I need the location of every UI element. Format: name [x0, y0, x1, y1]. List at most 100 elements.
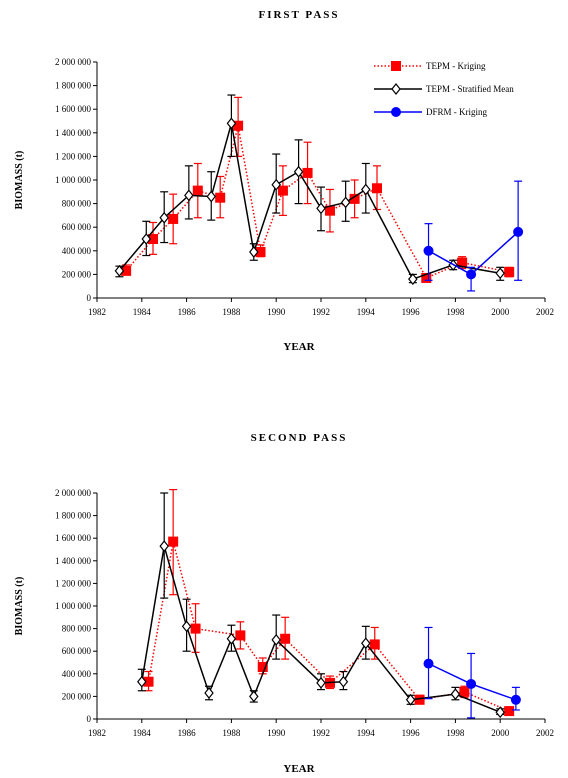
data-point	[513, 226, 524, 237]
series-circle	[423, 180, 524, 292]
y-tick-label: 1 000 000	[55, 601, 92, 611]
data-point	[466, 678, 477, 689]
data-point	[271, 178, 281, 191]
data-point	[369, 639, 380, 650]
series-diamond	[137, 492, 505, 719]
data-point	[372, 183, 382, 194]
x-tick-label: 1996	[402, 728, 421, 738]
data-point	[349, 193, 360, 204]
data-point	[504, 706, 515, 717]
data-point	[361, 637, 371, 650]
y-tick-label: 1 000 000	[55, 175, 92, 185]
legend-label: TEPM - Stratified Mean	[426, 84, 514, 94]
y-tick-label: 0	[87, 293, 92, 303]
y-tick-label: 800 000	[62, 624, 92, 634]
x-axis-label: YEAR	[283, 341, 315, 353]
data-point	[421, 272, 432, 283]
data-point	[249, 246, 259, 258]
series-circle	[423, 626, 521, 719]
x-tick-label: 1986	[178, 307, 197, 317]
data-point	[316, 676, 326, 689]
data-point	[423, 658, 434, 669]
data-point	[233, 120, 244, 131]
data-point	[324, 205, 335, 216]
data-point	[338, 675, 349, 688]
legend: TEPM - Kriging TEPM - Stratified Mean DFRM…	[374, 61, 514, 117]
data-point	[450, 688, 461, 701]
data-point	[316, 202, 326, 215]
chart-1: FIRST PASS 0 200 000 400 000 600 000 800 000 1…	[14, 9, 554, 353]
legend-label: TEPM - Kriging	[426, 61, 486, 71]
y-tick-label: 1 400 000	[55, 556, 92, 566]
x-tick-label: 1984	[133, 728, 152, 738]
data-point	[148, 234, 158, 244]
series-line	[118, 123, 501, 281]
data-point	[168, 536, 179, 547]
data-point	[271, 633, 281, 646]
y-tick-label: 2 000 000	[55, 488, 92, 498]
data-point	[277, 185, 288, 196]
data-point	[280, 633, 291, 644]
data-point	[190, 623, 201, 634]
data-point	[226, 632, 237, 645]
data-point	[159, 211, 169, 224]
data-point	[293, 165, 304, 178]
data-point	[249, 690, 259, 703]
y-tick-label: 400 000	[62, 246, 92, 256]
y-axis-label: BIOMASS (t)	[14, 151, 25, 210]
data-point	[457, 257, 468, 268]
x-tick-label: 1982	[88, 307, 106, 317]
x-tick-label: 1982	[88, 728, 106, 738]
data-point	[495, 706, 505, 719]
y-tick-label: 1 400 000	[55, 128, 92, 138]
series-square	[121, 96, 515, 283]
data-point	[408, 273, 418, 286]
x-tick-label: 2000	[491, 307, 510, 317]
y-tick-label: 0	[87, 714, 92, 724]
y-tick-label: 200 000	[62, 269, 92, 279]
chart-title: FIRST PASS	[258, 9, 339, 21]
data-point	[510, 694, 521, 705]
data-point	[226, 117, 237, 130]
data-point	[495, 267, 505, 280]
legend-marker	[391, 83, 401, 95]
data-point	[215, 192, 226, 203]
y-tick-label: 2 000 000	[55, 57, 92, 67]
data-point	[143, 676, 154, 687]
data-point	[206, 190, 217, 203]
x-tick-label: 1994	[357, 307, 376, 317]
y-tick-label: 1 600 000	[55, 104, 92, 114]
chart-2: SECOND PASS 0 200 000 400 000 600 000 800 000…	[14, 432, 554, 775]
x-tick-label: 1986	[178, 728, 197, 738]
data-point	[192, 185, 203, 196]
x-tick-label: 2000	[491, 728, 510, 738]
x-tick-label: 1990	[267, 307, 286, 317]
x-tick-label: 1996	[402, 307, 421, 317]
x-tick-label: 2002	[536, 728, 554, 738]
data-point	[466, 269, 477, 280]
x-tick-label: 1992	[312, 728, 330, 738]
x-tick-label: 1988	[222, 728, 241, 738]
data-point	[137, 675, 147, 688]
data-point	[405, 693, 416, 706]
y-axis-label: BIOMASS (t)	[14, 577, 25, 636]
y-tick-label: 200 000	[62, 691, 92, 701]
y-tick-label: 600 000	[62, 222, 92, 232]
data-point	[361, 183, 371, 196]
data-point	[121, 265, 132, 276]
legend-label: DFRM - Kriging	[426, 107, 488, 117]
x-tick-label: 1998	[446, 728, 465, 738]
data-point	[255, 246, 266, 257]
x-tick-label: 1988	[222, 307, 241, 317]
data-point	[141, 233, 152, 245]
x-tick-label: 1998	[446, 307, 465, 317]
legend-marker	[391, 107, 401, 117]
y-tick-label: 1 800 000	[55, 81, 92, 91]
legend-marker	[391, 61, 401, 71]
data-point	[181, 620, 192, 633]
y-tick-label: 1 600 000	[55, 533, 92, 543]
x-tick-label: 1994	[357, 728, 376, 738]
data-point	[459, 686, 470, 697]
data-point	[159, 540, 169, 553]
